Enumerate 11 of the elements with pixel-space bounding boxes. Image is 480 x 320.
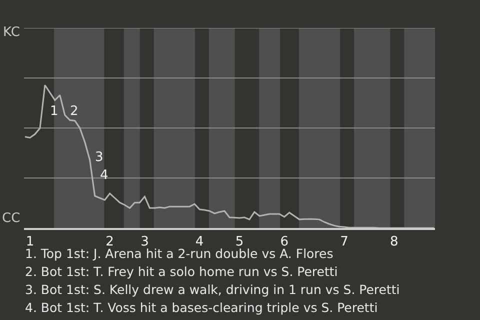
annotation: 2: [70, 104, 78, 119]
x-tick-label: 7: [340, 234, 348, 250]
text: 3. Bot 1st: S. Kelly drew a walk, driving in 1 run vs S. Peretti: [25, 282, 400, 297]
x-tick-label: 8: [390, 234, 398, 250]
annotation: 4: [100, 168, 108, 183]
text: KC: [3, 25, 20, 40]
text: CC: [2, 211, 20, 226]
text: 4. Bot 1st: T. Voss hit a bases-clearing triple vs S. Peretti: [25, 300, 378, 315]
annotation: 3: [95, 150, 104, 165]
annotation: 1: [50, 104, 58, 119]
text: 2. Bot 1st: T. Frey hit a solo home run vs S. Peretti: [25, 264, 338, 279]
